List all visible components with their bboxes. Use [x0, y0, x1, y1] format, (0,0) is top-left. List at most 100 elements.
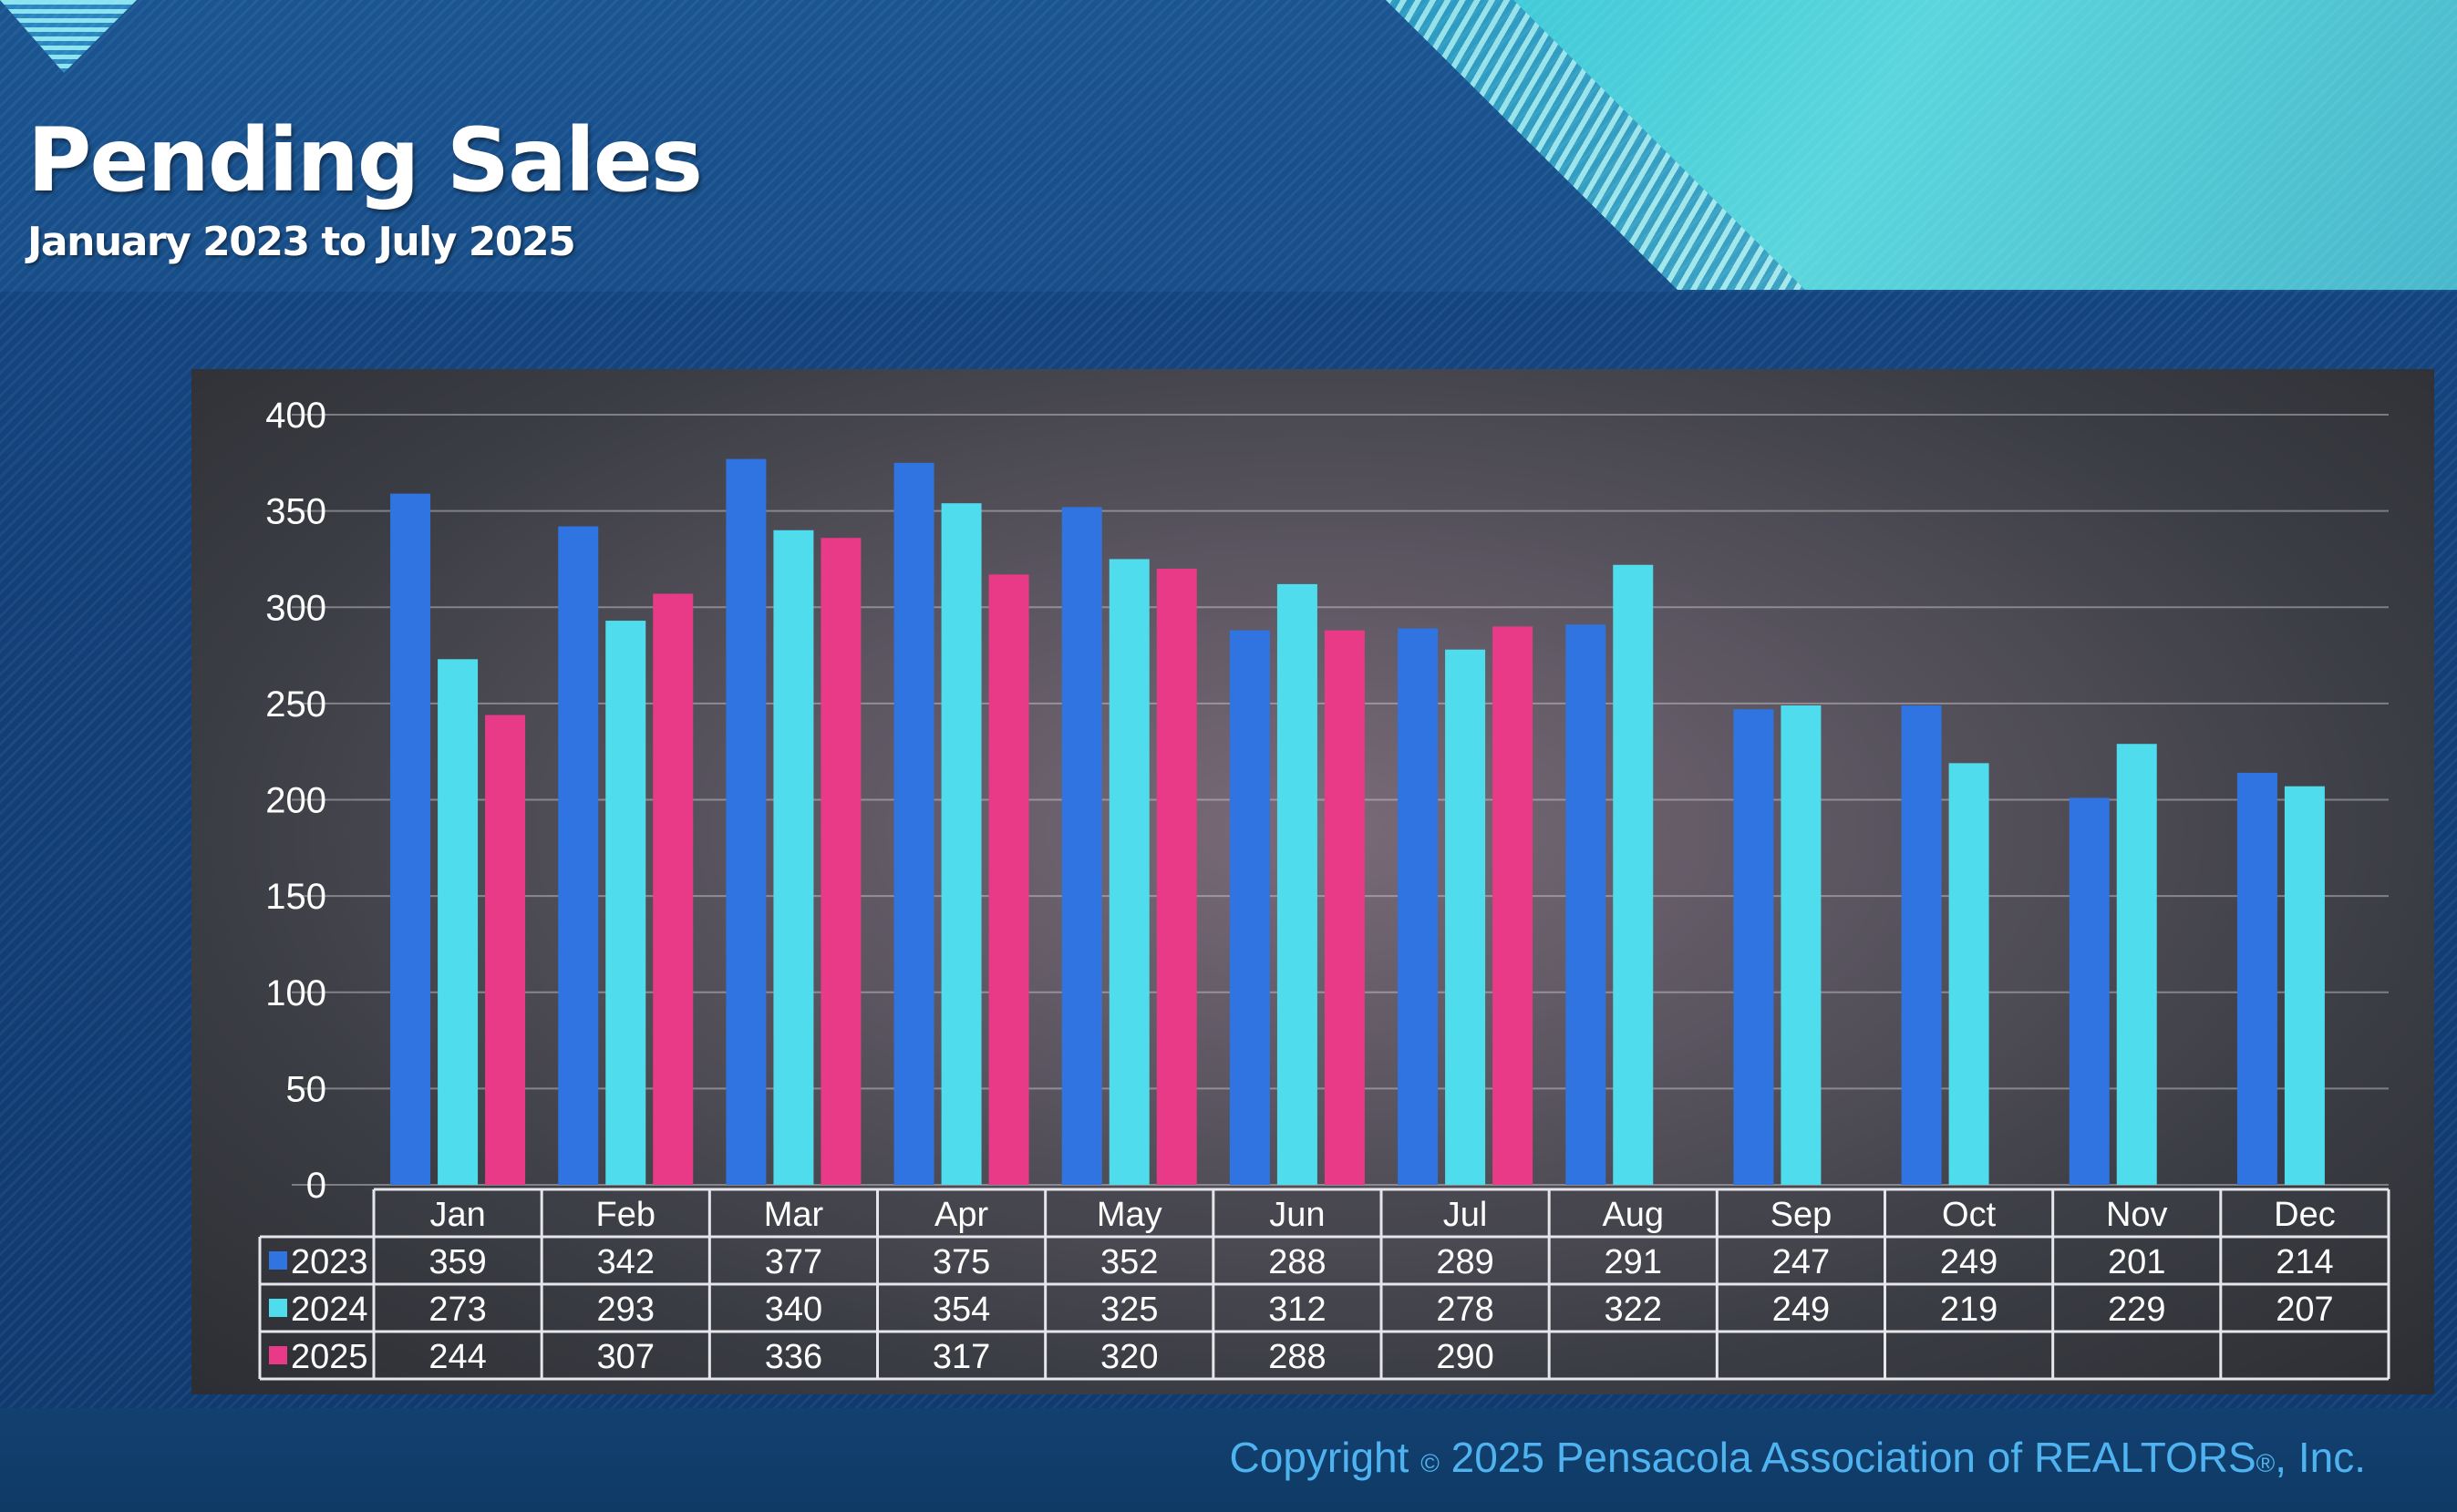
x-category-label: Jan [429, 1196, 485, 1234]
y-tick-label: 250 [265, 684, 326, 725]
bar-2024-jun [1276, 583, 1317, 1185]
pending-sales-chart: 0 50 100 150 200 250 300 350 400 Jan Feb Mar Apr May J… [258, 396, 2390, 1381]
copyright-suffix: , Inc. [2275, 1434, 2366, 1481]
data-label: 342 [597, 1243, 655, 1281]
y-tick-label: 150 [265, 877, 326, 917]
bar-2023-aug [1565, 624, 1606, 1185]
data-label: 288 [1268, 1338, 1326, 1376]
data-label: 375 [933, 1243, 990, 1281]
registered-symbol: ® [2256, 1449, 2276, 1477]
legend-swatch-2024 [269, 1299, 287, 1317]
copyright-notice: Copyright © 2025 Pensacola Association o… [0, 1433, 2366, 1482]
bar-2024-jul [1445, 649, 1486, 1185]
legend-swatch-2023 [269, 1251, 287, 1270]
legend-label-2023: 2023 [291, 1243, 368, 1281]
data-label: 320 [1100, 1338, 1158, 1376]
footer-band [0, 1408, 2457, 1512]
data-label: 201 [2108, 1243, 2165, 1281]
bar-2025-jan [485, 715, 526, 1185]
copyright-prefix: Copyright [1229, 1434, 1409, 1481]
data-label: 377 [765, 1243, 822, 1281]
x-category-label: Oct [1942, 1196, 1997, 1234]
bar-2025-apr [988, 574, 1029, 1185]
data-label: 352 [1100, 1243, 1158, 1281]
data-label: 289 [1436, 1243, 1493, 1281]
data-label: 288 [1268, 1243, 1326, 1281]
bar-2023-apr [893, 462, 934, 1185]
bar-2024-dec [2284, 786, 2325, 1185]
bar-2024-oct [1948, 763, 1989, 1185]
bar-2023-mar [726, 458, 767, 1185]
data-label: 249 [1772, 1291, 1830, 1329]
chart-panel: 0 50 100 150 200 250 300 350 400 Jan Feb Mar Apr May J… [191, 369, 2434, 1394]
bar-2023-feb [558, 526, 599, 1185]
x-category-label: Sep [1770, 1196, 1832, 1234]
bar-2024-sep [1781, 705, 1822, 1185]
copyright-symbol: © [1420, 1449, 1440, 1477]
bar-2024-nov [2116, 744, 2157, 1185]
data-label: 247 [1772, 1243, 1830, 1281]
data-label: 249 [1940, 1243, 1998, 1281]
data-label: 273 [428, 1291, 486, 1329]
legend-swatch-2025 [269, 1346, 287, 1364]
data-label: 229 [2108, 1291, 2165, 1329]
legend-label-2025: 2025 [291, 1338, 368, 1376]
bar-2023-jun [1229, 630, 1270, 1185]
y-tick-label: 0 [306, 1166, 326, 1206]
data-label: 219 [1940, 1291, 1998, 1329]
x-category-label: Jul [1443, 1196, 1488, 1234]
bar-2024-may [1109, 559, 1150, 1185]
page-subtitle: January 2023 to July 2025 [27, 219, 576, 265]
y-tick-label: 50 [286, 1069, 327, 1109]
y-tick-label: 350 [265, 492, 326, 532]
x-category-label: Feb [596, 1196, 656, 1234]
page-title: Pending Sales [27, 109, 703, 211]
bar-2024-mar [773, 530, 814, 1185]
bar-2025-may [1156, 569, 1197, 1185]
bar-2025-jul [1492, 626, 1533, 1185]
x-category-label: Aug [1602, 1196, 1664, 1234]
bar-2025-mar [821, 538, 862, 1185]
data-label: 293 [597, 1291, 655, 1329]
x-category-label: Jun [1269, 1196, 1325, 1234]
bar-2024-apr [941, 503, 982, 1185]
data-label: 312 [1268, 1291, 1326, 1329]
y-tick-label: 200 [265, 781, 326, 821]
bar-2025-jun [1324, 630, 1365, 1185]
bar-2025-feb [653, 593, 694, 1185]
bar-2023-dec [2236, 772, 2277, 1185]
x-category-label: Nov [2106, 1196, 2168, 1234]
x-category-label: Mar [764, 1196, 824, 1234]
x-category-label: Apr [934, 1196, 988, 1234]
data-label: 278 [1436, 1291, 1493, 1329]
data-label: 336 [765, 1338, 822, 1376]
data-label: 359 [428, 1243, 486, 1281]
data-label: 307 [597, 1338, 655, 1376]
bar-2023-oct [1901, 705, 1942, 1185]
copyright-main: 2025 Pensacola Association of REALTORS [1450, 1434, 2256, 1481]
bar-2024-jan [438, 659, 479, 1185]
x-category-label: May [1097, 1196, 1162, 1234]
data-label: 207 [2276, 1291, 2333, 1329]
data-label: 214 [2276, 1243, 2333, 1281]
bar-2024-feb [605, 621, 646, 1185]
bar-2023-may [1061, 507, 1102, 1185]
data-label: 291 [1605, 1243, 1662, 1281]
data-label: 354 [933, 1291, 990, 1329]
data-label: 322 [1605, 1291, 1662, 1329]
data-label: 244 [428, 1338, 486, 1376]
data-label: 290 [1436, 1338, 1493, 1376]
bar-2023-sep [1733, 709, 1774, 1185]
bar-2023-jul [1398, 628, 1439, 1185]
bar-2023-jan [390, 493, 431, 1185]
y-tick-label: 300 [265, 588, 326, 628]
y-tick-label: 400 [265, 396, 326, 436]
x-category-label: Dec [2274, 1196, 2336, 1234]
data-label: 340 [765, 1291, 822, 1329]
data-label: 317 [933, 1338, 990, 1376]
bar-2023-nov [2069, 797, 2110, 1185]
legend-label-2024: 2024 [291, 1291, 368, 1329]
bar-2024-aug [1613, 564, 1654, 1185]
data-label: 325 [1100, 1291, 1158, 1329]
y-tick-label: 100 [265, 973, 326, 1013]
